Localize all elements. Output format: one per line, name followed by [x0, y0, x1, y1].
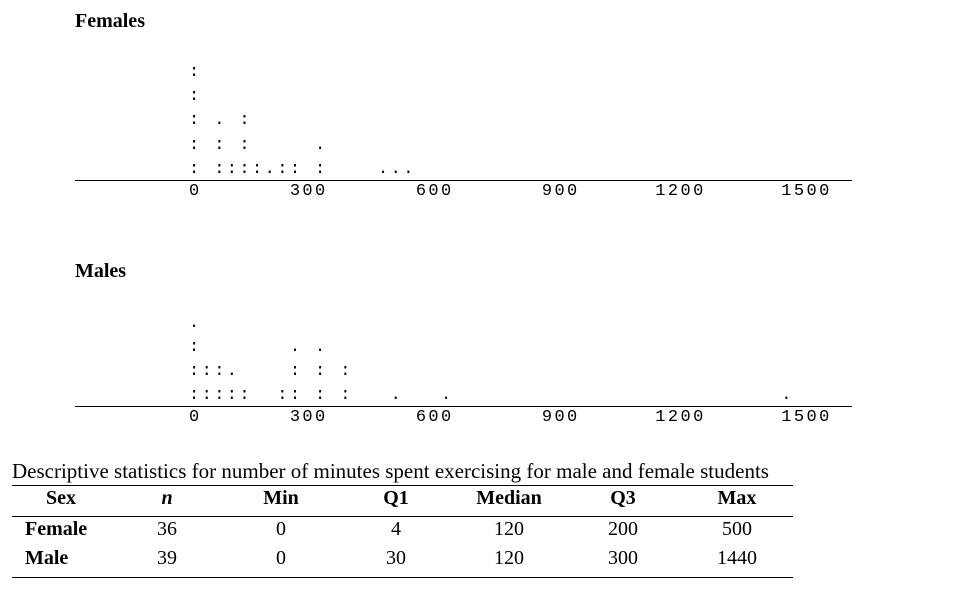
table-header-cell: Max	[717, 487, 757, 509]
table-cell: 200	[608, 518, 638, 540]
table-header-cell: n	[161, 487, 173, 509]
dot-row: : . .	[189, 338, 328, 357]
table-header-cell: Median	[476, 487, 542, 509]
axis-line	[75, 406, 852, 407]
dot-row: :::. : : :	[189, 362, 353, 381]
table-rule	[12, 577, 793, 578]
table-cell: 500	[722, 518, 752, 540]
dot-row: .	[189, 314, 202, 333]
axis-labels: 0 300 600 900 1200 1500	[189, 408, 832, 427]
plot-title: Males	[75, 260, 127, 282]
table-cell: 120	[494, 518, 524, 540]
axis-labels: 0 300 600 900 1200 1500	[189, 182, 832, 201]
plot-title: Females	[75, 10, 145, 32]
table-caption: Descriptive statistics for number of min…	[12, 459, 769, 483]
table-header-cell: Min	[263, 487, 299, 509]
table-cell: 120	[494, 547, 524, 569]
dot-row: : : : .	[189, 136, 328, 155]
table-cell: 30	[386, 547, 406, 569]
table-cell: Male	[25, 547, 69, 569]
table-header-cell: Q1	[383, 487, 409, 509]
table-cell: 0	[276, 518, 286, 540]
table-cell: Female	[25, 518, 88, 540]
table-cell: 4	[391, 518, 401, 540]
dot-row: : . :	[189, 111, 253, 130]
dot-row: : ::::.:: : ...	[189, 160, 416, 179]
dot-row: :	[189, 87, 202, 106]
dot-row: :	[189, 63, 202, 82]
table-header-cell: Q3	[610, 487, 636, 509]
table-cell: 36	[157, 518, 177, 540]
dot-row: ::::: :: : : . . .	[189, 386, 794, 405]
table-rule	[12, 485, 793, 486]
table-cell: 0	[276, 547, 286, 569]
axis-line	[75, 180, 852, 181]
table-rule	[12, 516, 793, 517]
table-cell: 300	[608, 547, 638, 569]
table-cell: 39	[157, 547, 177, 569]
table-header-cell: Sex	[46, 487, 76, 509]
table-cell: 1440	[717, 547, 757, 569]
